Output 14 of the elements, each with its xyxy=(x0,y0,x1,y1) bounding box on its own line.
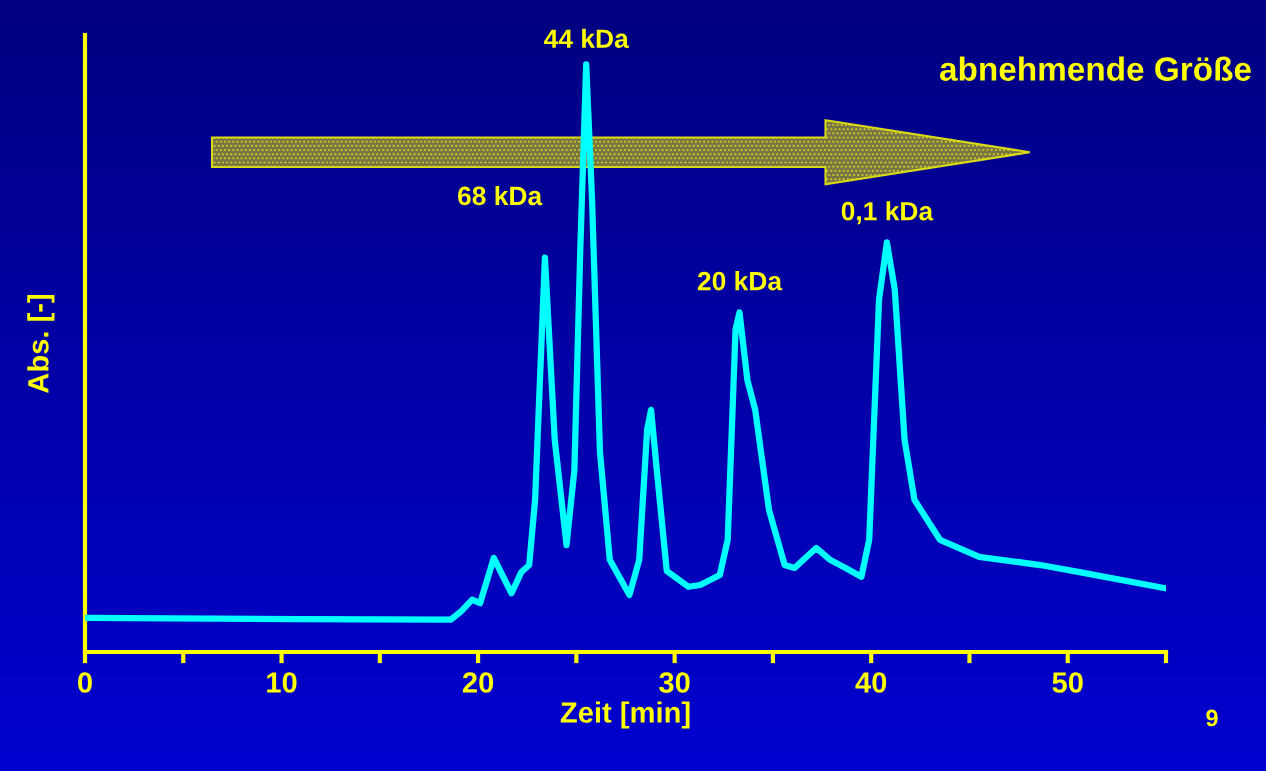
annotation: 0,1 kDa xyxy=(841,201,934,225)
annotation: 20 kDa xyxy=(697,271,783,291)
x-tick-label: 20 xyxy=(462,672,494,693)
x-tick-label: 10 xyxy=(267,672,297,693)
text: 9 xyxy=(1206,709,1218,727)
annotation: abnehmende Größe xyxy=(939,56,1251,81)
annotation: 44 kDa xyxy=(544,28,629,49)
x-tick-label: 50 xyxy=(1052,672,1083,693)
x-tick-label: 40 xyxy=(855,672,887,693)
y-axis-title: Abs. [-] xyxy=(27,294,55,393)
x-tick-label: 30 xyxy=(659,672,690,693)
x-axis-title: Zeit [min] xyxy=(560,701,690,729)
x-tick-label: 0 xyxy=(78,672,92,693)
annotation: 68 kDa xyxy=(458,185,543,206)
